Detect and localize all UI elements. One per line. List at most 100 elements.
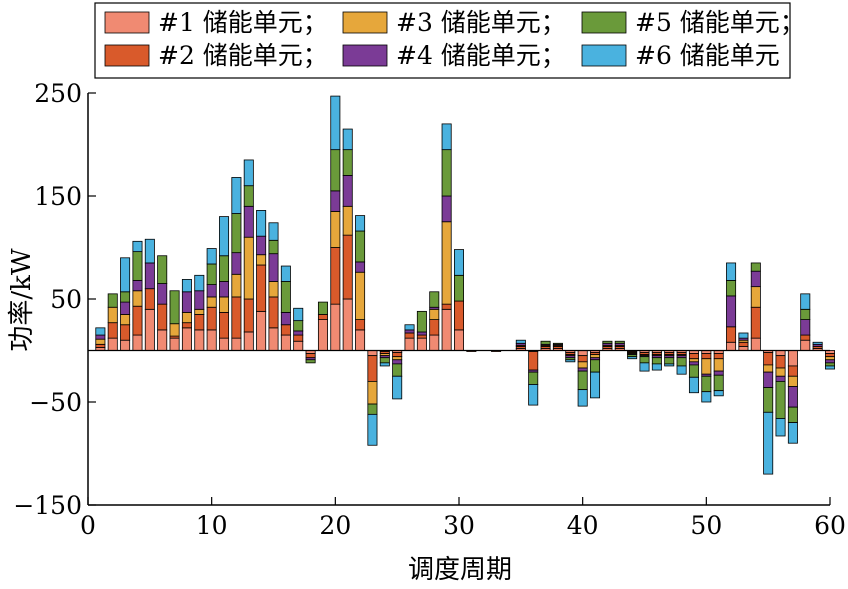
bar-segment-s2-x15 <box>268 296 279 329</box>
bar-segment-s6-x51 <box>713 390 724 397</box>
bar-segment-s4-x11 <box>219 281 230 298</box>
bar-segment-s2-x25 <box>392 352 403 358</box>
bar-segment-s6-x8 <box>181 279 192 293</box>
bar-segment-s4-x57 <box>787 386 798 408</box>
bar-segment-s6-x41 <box>590 371 601 399</box>
bar-segment-s1-x6 <box>157 329 168 351</box>
bar-segment-s5-x27 <box>416 310 427 333</box>
bars-layer <box>95 95 836 475</box>
bar-segment-s2-x20 <box>330 247 341 305</box>
bar-segment-s1-x3 <box>120 339 131 351</box>
bar-segment-s3-x7 <box>169 323 180 337</box>
bar-segment-s6-x12 <box>231 177 242 214</box>
bar-segment-s3-x13 <box>243 236 254 300</box>
bar-segment-s6-x11 <box>219 216 230 257</box>
bar-segment-s2-x4 <box>132 305 143 336</box>
bar-segment-s5-x51 <box>713 374 724 392</box>
bar-segment-s2-x36 <box>528 351 539 371</box>
bar-segment-s1-x29 <box>441 308 452 351</box>
bar-segment-s1-x27 <box>416 337 427 351</box>
bar-segment-s1-x56 <box>775 350 786 357</box>
bar-segment-s1-x7 <box>169 337 180 351</box>
bar-segment-s5-x55 <box>763 387 774 413</box>
bar-segment-s3-x25 <box>392 356 403 361</box>
legend-swatch-s6 <box>581 44 627 67</box>
bar-segment-s3-x10 <box>206 296 217 308</box>
bar-segment-s4-x8 <box>181 291 192 313</box>
bar-segment-s6-x9 <box>194 274 205 292</box>
legend-label-s2: #2 储能单元； <box>158 41 328 70</box>
bar-segment-s5-x24 <box>379 357 390 364</box>
bar-segment-s3-x51 <box>713 358 724 372</box>
bar-segment-s6-x46 <box>651 363 662 371</box>
bar-segment-s4-x26 <box>404 329 415 334</box>
bar-segment-s5-x10 <box>206 263 217 285</box>
bar-segment-s2-x13 <box>243 298 254 333</box>
bar-segment-s1-x17 <box>293 340 304 351</box>
bar-segment-s6-x5 <box>144 238 155 264</box>
bar-segment-s4-x12 <box>231 252 242 275</box>
bar-segment-s6-x35 <box>515 339 526 344</box>
bar-segment-s2-x21 <box>342 234 353 300</box>
bar-segment-s3-x41 <box>590 354 601 359</box>
bar-segment-s1-x52 <box>726 341 737 351</box>
bar-segment-s3-x23 <box>367 380 378 405</box>
bar-segment-s2-x57 <box>787 365 798 377</box>
bar-segment-s5-x37 <box>540 340 551 345</box>
bar-segment-s1-x22 <box>355 329 366 351</box>
bar-segment-s3-x11 <box>219 296 230 313</box>
bar-segment-s3-x2 <box>107 306 118 324</box>
x-tick-label: 10 <box>196 511 228 540</box>
bar-segment-s4-x40 <box>577 367 588 372</box>
bar-segment-s6-x15 <box>268 222 279 241</box>
bar-segment-s1-x20 <box>330 303 341 351</box>
bar-segment-s5-x16 <box>280 281 291 313</box>
bar-segment-s5-x7 <box>169 290 180 325</box>
bar-segment-s4-x1 <box>95 334 106 340</box>
bar-segment-s3-x3 <box>120 314 131 326</box>
bar-segment-s5-x2 <box>107 293 118 308</box>
bar-segment-s2-x26 <box>404 332 415 339</box>
bar-segment-s2-x49 <box>688 353 699 360</box>
bar-segment-s4-x9 <box>194 290 205 310</box>
bar-segment-s5-x47 <box>664 357 675 365</box>
bar-segment-s3-x56 <box>775 367 786 377</box>
bar-segment-s2-x53 <box>738 341 749 347</box>
bar-segment-s2-x10 <box>206 306 217 331</box>
y-tick-label: −50 <box>29 388 82 417</box>
bar-segment-s5-x4 <box>132 251 143 281</box>
bar-segment-s6-x56 <box>775 418 786 437</box>
x-tick-label: 30 <box>443 511 475 540</box>
y-axis-label: 功率/kW <box>7 248 37 352</box>
bar-segment-s5-x6 <box>157 255 168 284</box>
bar-segment-s4-x27 <box>416 331 427 336</box>
bar-segment-s6-x21 <box>342 128 353 151</box>
bar-segment-s2-x40 <box>577 355 588 363</box>
x-tick-label: 40 <box>567 511 599 540</box>
x-tick-label: 50 <box>690 511 722 540</box>
x-axis-label: 调度周期 <box>408 555 512 585</box>
bar-segment-s3-x15 <box>268 281 279 298</box>
bar-segment-s2-x54 <box>750 306 761 339</box>
bar-segment-s6-x55 <box>763 411 774 475</box>
bar-segment-s5-x25 <box>392 363 403 377</box>
bar-segment-s6-x48 <box>676 365 687 375</box>
bar-segment-s3-x9 <box>194 308 205 315</box>
legend-label-s1: #1 储能单元； <box>158 8 328 37</box>
bar-segment-s3-x12 <box>231 273 242 298</box>
bar-segment-s1-x30 <box>453 329 464 351</box>
bar-segment-s5-x58 <box>800 308 811 320</box>
bar-segment-s3-x21 <box>342 205 353 236</box>
bar-segment-s5-x17 <box>293 320 304 332</box>
bar-segment-s6-x52 <box>726 262 737 281</box>
bar-segment-s6-x14 <box>256 210 267 237</box>
bar-segment-s5-x21 <box>342 149 353 176</box>
bar-segment-s6-x59 <box>812 341 823 345</box>
x-tick-label: 20 <box>319 511 351 540</box>
bar-segment-s4-x60 <box>825 359 836 364</box>
bar-segment-s2-x14 <box>256 264 267 312</box>
bar-segment-s1-x54 <box>750 337 761 351</box>
x-tick-label: 0 <box>80 511 96 540</box>
bar-segment-s5-x22 <box>355 230 366 263</box>
bar-segment-s1-x10 <box>206 329 217 351</box>
